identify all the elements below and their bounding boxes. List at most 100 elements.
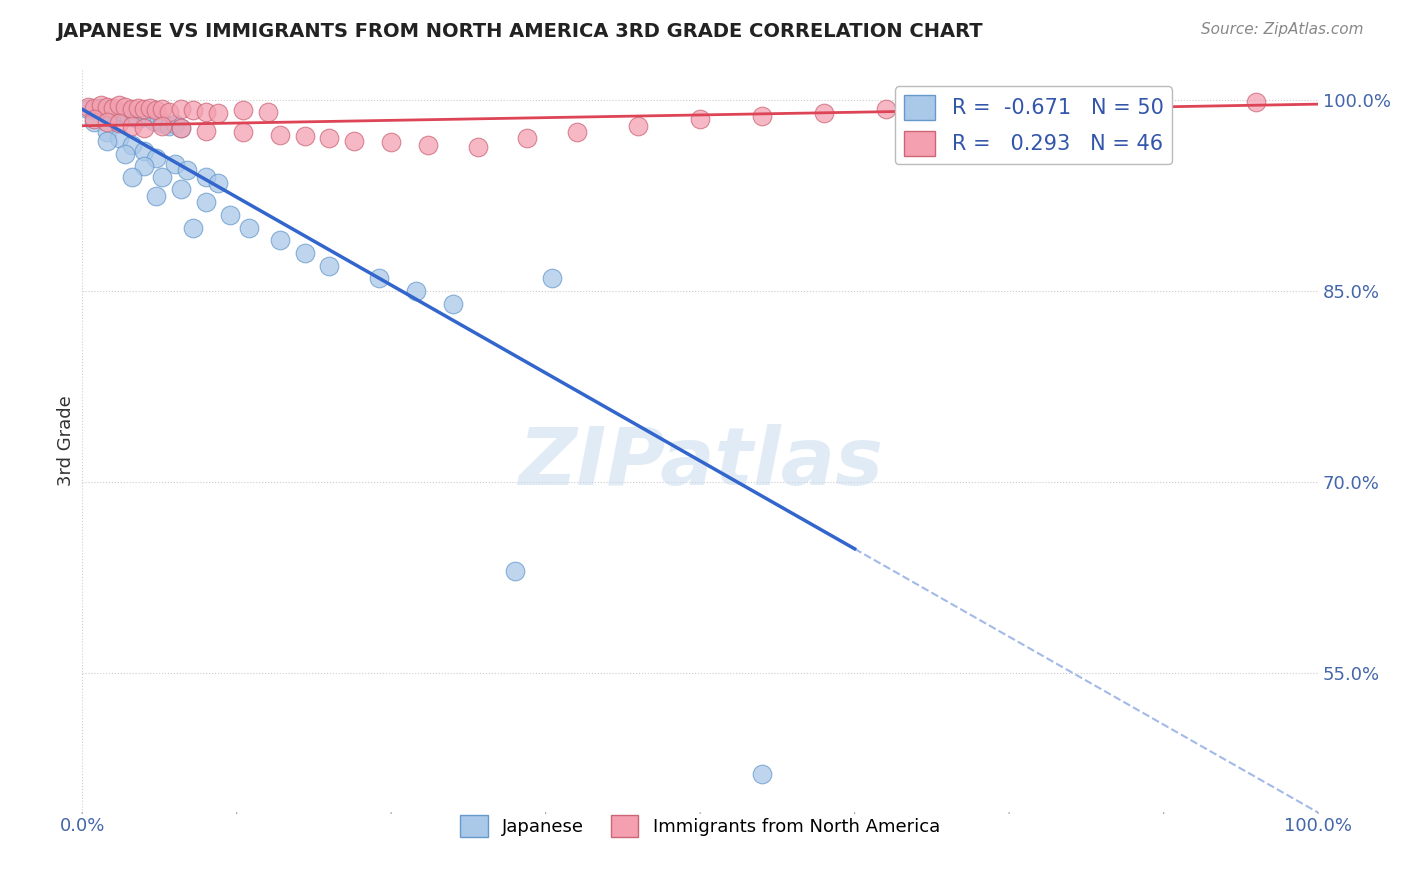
Point xyxy=(90,101,112,115)
Point xyxy=(121,169,143,184)
Point xyxy=(121,137,143,152)
Point xyxy=(238,220,260,235)
Point xyxy=(194,124,217,138)
Point xyxy=(157,119,180,133)
Point xyxy=(101,106,124,120)
Point xyxy=(127,101,149,115)
Point xyxy=(152,119,174,133)
Point xyxy=(467,140,489,154)
Point xyxy=(256,104,278,119)
Point xyxy=(132,102,155,116)
Point xyxy=(105,107,128,121)
Point xyxy=(936,100,959,114)
Point xyxy=(122,110,145,124)
Point xyxy=(194,169,217,184)
Point xyxy=(148,112,170,127)
Point xyxy=(152,102,174,116)
Point xyxy=(139,101,162,115)
Point xyxy=(516,131,538,145)
Point xyxy=(751,109,773,123)
Point xyxy=(503,564,526,578)
Point xyxy=(145,188,167,202)
Point xyxy=(142,113,165,128)
Point xyxy=(111,104,134,119)
Point xyxy=(96,125,118,139)
Point xyxy=(194,195,217,210)
Point xyxy=(294,246,316,260)
Point xyxy=(232,103,254,118)
Point xyxy=(565,125,588,139)
Point xyxy=(96,115,118,129)
Point xyxy=(121,102,143,116)
Point xyxy=(441,297,464,311)
Legend: Japanese, Immigrants from North America: Japanese, Immigrants from North America xyxy=(453,808,948,845)
Point xyxy=(145,151,167,165)
Point xyxy=(163,118,186,132)
Y-axis label: 3rd Grade: 3rd Grade xyxy=(58,395,75,486)
Point xyxy=(96,134,118,148)
Point xyxy=(118,109,141,123)
Point xyxy=(101,101,124,115)
Point xyxy=(183,220,205,235)
Text: JAPANESE VS IMMIGRANTS FROM NORTH AMERICA 3RD GRADE CORRELATION CHART: JAPANESE VS IMMIGRANTS FROM NORTH AMERIC… xyxy=(56,22,983,41)
Point xyxy=(132,160,155,174)
Point xyxy=(170,121,193,136)
Point xyxy=(318,259,340,273)
Point xyxy=(183,103,205,118)
Point xyxy=(269,128,291,142)
Point xyxy=(83,103,105,118)
Point xyxy=(152,116,174,130)
Point xyxy=(83,112,105,127)
Point xyxy=(77,102,100,116)
Point xyxy=(77,100,100,114)
Point xyxy=(108,98,131,112)
Point xyxy=(96,100,118,114)
Point xyxy=(139,111,162,125)
Point xyxy=(405,284,427,298)
Point xyxy=(108,116,131,130)
Point xyxy=(813,106,835,120)
Point xyxy=(318,131,340,145)
Text: ZIPatlas: ZIPatlas xyxy=(517,424,883,502)
Point xyxy=(114,100,136,114)
Point xyxy=(207,176,229,190)
Point xyxy=(343,134,366,148)
Point xyxy=(232,125,254,139)
Point xyxy=(751,767,773,781)
Point xyxy=(114,106,136,120)
Point xyxy=(418,137,440,152)
Point xyxy=(170,182,193,196)
Point xyxy=(194,104,217,119)
Point xyxy=(90,98,112,112)
Point xyxy=(207,106,229,120)
Point xyxy=(98,102,121,116)
Point xyxy=(176,163,198,178)
Point xyxy=(163,157,186,171)
Point xyxy=(83,101,105,115)
Point xyxy=(540,271,562,285)
Text: Source: ZipAtlas.com: Source: ZipAtlas.com xyxy=(1201,22,1364,37)
Point xyxy=(145,103,167,118)
Point xyxy=(132,144,155,158)
Point xyxy=(108,131,131,145)
Point xyxy=(689,112,711,127)
Point xyxy=(121,119,143,133)
Point xyxy=(367,271,389,285)
Point xyxy=(875,102,897,116)
Point xyxy=(157,104,180,119)
Point xyxy=(627,119,650,133)
Point xyxy=(170,121,193,136)
Point xyxy=(83,115,105,129)
Point xyxy=(380,136,402,150)
Point xyxy=(152,169,174,184)
Point xyxy=(294,128,316,143)
Point xyxy=(1246,95,1268,109)
Point xyxy=(269,233,291,247)
Point xyxy=(127,112,149,127)
Point xyxy=(170,102,193,116)
Point xyxy=(93,104,115,119)
Point xyxy=(132,109,155,123)
Point xyxy=(219,208,242,222)
Point xyxy=(132,121,155,136)
Point xyxy=(114,146,136,161)
